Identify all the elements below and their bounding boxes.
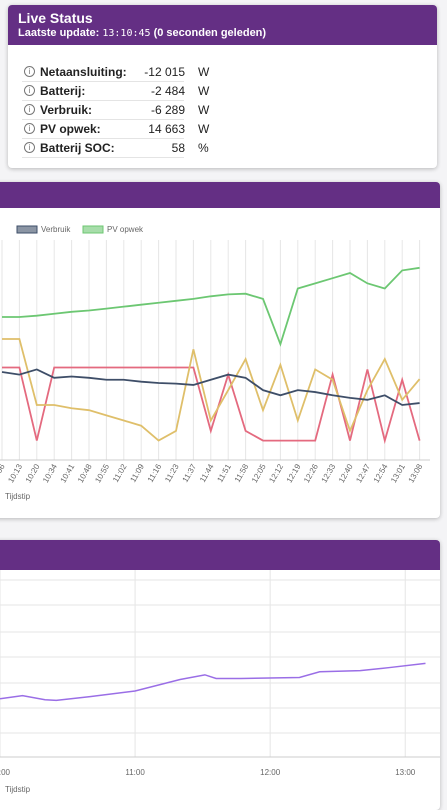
x-tick-label: 12:26 <box>302 462 320 484</box>
x-tick-label: 10:55 <box>93 462 111 484</box>
x-tick-label: 12:40 <box>337 462 355 484</box>
x-tick-label: 12:00 <box>260 768 281 777</box>
x-tick-label: 11:58 <box>233 462 251 484</box>
row-value: -2 484 <box>150 84 185 98</box>
row-label: Netaansluiting: <box>40 65 127 79</box>
row-value: -12 015 <box>144 65 185 79</box>
x-tick-label: 10:48 <box>76 462 94 484</box>
x-tick-label: 10:06 <box>0 462 7 484</box>
row-unit: W <box>198 65 210 79</box>
update-label: Laatste update: <box>18 27 100 39</box>
x-tick-label: 11:51 <box>215 462 233 484</box>
row-unit: W <box>198 103 210 117</box>
x-tick-label: 10:00 <box>0 768 11 777</box>
status-header: Live Status Laatste update: 13:10:45 (0 … <box>8 5 437 45</box>
info-icon: i <box>24 123 35 134</box>
row-unit: W <box>198 122 210 136</box>
row-label: Batterij SOC: <box>40 141 115 155</box>
x-tick-label: 10:34 <box>41 462 59 484</box>
x-axis-title: Tijdstip <box>5 785 31 794</box>
row-value: 58 <box>171 141 185 155</box>
legend-label: Verbruik <box>41 225 71 234</box>
info-icon: i <box>24 104 35 115</box>
status-row: i Verbruik: -6 289 W <box>22 101 209 120</box>
info-icon: i <box>24 85 35 96</box>
row-value: -6 289 <box>150 103 185 117</box>
x-tick-label: 10:41 <box>59 462 77 484</box>
chart-card <box>0 182 440 518</box>
row-label: Verbruik: <box>40 103 93 117</box>
series-line <box>1 368 420 406</box>
update-time: 13:10:45 <box>102 28 151 39</box>
x-tick-label: 10:13 <box>6 462 24 484</box>
x-axis-title: Tijdstip <box>5 492 31 501</box>
series-line <box>2 338 421 442</box>
x-tick-label: 12:19 <box>285 462 303 484</box>
x-tick-label: 11:37 <box>181 462 199 484</box>
status-card: Live Status Laatste update: 13:10:45 (0 … <box>8 5 437 168</box>
x-tick-label: 11:02 <box>111 462 129 484</box>
series-line <box>2 266 420 347</box>
series-line <box>2 366 421 445</box>
x-tick-label: 11:23 <box>163 462 181 484</box>
update-line: Laatste update: 13:10:45 (0 seconden gel… <box>18 27 266 39</box>
legend-label: PV opwek <box>107 225 144 234</box>
soc-chart: 10:00 11:00 12:00 13:00 Tijdstip <box>0 570 440 794</box>
chart-header <box>0 540 440 570</box>
x-tick-label: 11:44 <box>198 462 216 484</box>
legend-swatch <box>16 225 38 234</box>
row-unit: W <box>198 84 210 98</box>
x-tick-label: 12:47 <box>354 462 372 484</box>
x-tick-label: 13:08 <box>407 462 425 484</box>
chart-header <box>0 182 440 208</box>
x-tick-label: 11:09 <box>128 462 146 484</box>
x-tick-label: 13:00 <box>395 768 416 777</box>
x-tick-label: 12:05 <box>250 462 268 484</box>
row-label: PV opwek: <box>40 122 101 136</box>
x-tick-label: 13:01 <box>389 462 407 484</box>
x-tick-label: 12:33 <box>320 462 338 484</box>
x-tick-label: 11:00 <box>125 768 145 777</box>
row-value: 14 663 <box>148 122 185 136</box>
info-icon: i <box>24 142 35 153</box>
row-label: Batterij: <box>40 84 86 98</box>
x-tick-label: 12:12 <box>267 462 285 484</box>
legend-swatch <box>82 225 104 234</box>
status-row: i Batterij SOC: 58% <box>22 139 209 158</box>
status-title: Live Status <box>18 10 93 26</box>
x-tick-label: 11:16 <box>146 462 164 484</box>
info-icon: i <box>24 66 35 77</box>
status-row: i PV opwek: 14 663 W <box>22 120 209 139</box>
chart-card <box>0 540 440 810</box>
power-chart: 10:06 10:13 10:20 10:34 10:41 10:48 10:55 11:02… <box>0 225 430 501</box>
update-ago: (0 seconden geleden) <box>153 27 267 39</box>
status-row: i Batterij: -2 484 W <box>22 82 209 101</box>
status-row: i Netaansluiting: -12 015 W <box>22 63 209 82</box>
x-tick-label: 10:20 <box>24 462 42 484</box>
x-tick-label: 12:54 <box>372 462 390 484</box>
row-unit: % <box>198 141 209 155</box>
series-line <box>0 662 426 702</box>
